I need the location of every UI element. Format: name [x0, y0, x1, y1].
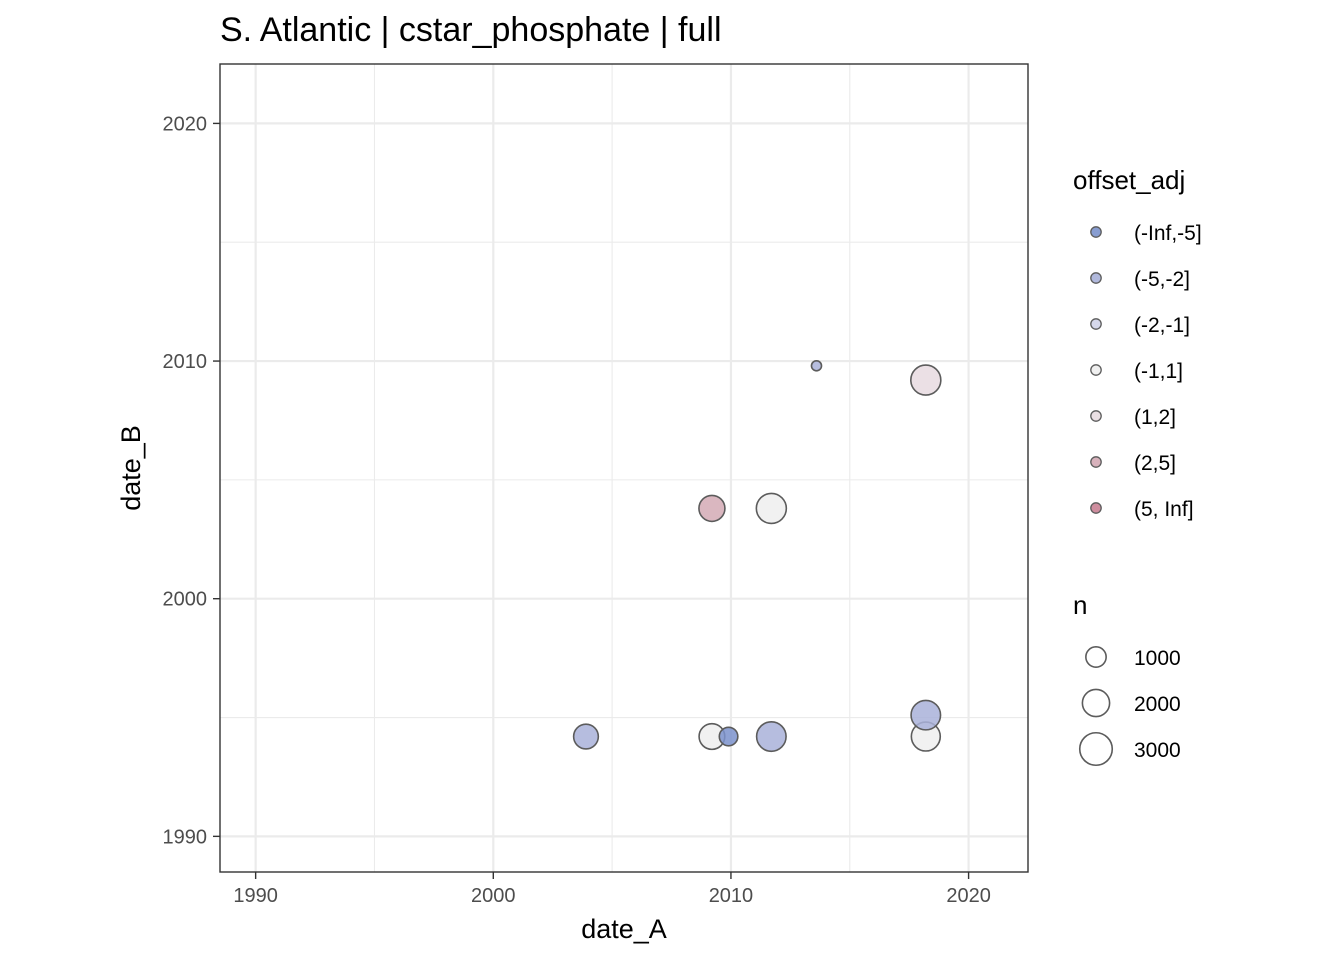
x-tick-label: 2010 [709, 885, 754, 907]
color-legend-key [1090, 502, 1102, 514]
size-legend-title: n [1073, 590, 1087, 620]
y-axis-title: date_B [116, 425, 146, 511]
size-legend-label: 1000 [1134, 647, 1181, 670]
color-legend-key [1090, 364, 1102, 376]
data-point [755, 492, 788, 525]
plot-panel [220, 64, 1028, 872]
color-legend-label: (-1,1] [1134, 360, 1183, 383]
color-legend-label: (-Inf,-5] [1134, 222, 1202, 245]
color-legend-label: (5, Inf] [1134, 498, 1194, 521]
x-tick-label: 2020 [946, 885, 991, 907]
axes: 1990 2000 2010 2020 1990 2000 2010 2020 [163, 113, 991, 907]
size-legend-label: 2000 [1134, 693, 1181, 716]
data-point [755, 721, 787, 753]
x-tick-label: 2000 [471, 885, 516, 907]
color-legend-label: (-2,-1] [1134, 314, 1190, 337]
color-legend-label: (1,2] [1134, 406, 1176, 429]
chart-title: S. Atlantic | cstar_phosphate | full [220, 11, 722, 49]
color-legend-key [1090, 272, 1102, 284]
y-tick-label: 2000 [163, 589, 208, 611]
color-legend-key [1090, 456, 1102, 468]
legend: offset_adj (-Inf,-5] (-5,-2] (-2,-1] (-1,1] (… [1073, 165, 1202, 767]
y-tick-label: 1990 [163, 826, 208, 848]
plot-border [219, 63, 1029, 873]
color-legend-key [1090, 410, 1102, 422]
y-tick-label: 2020 [163, 113, 208, 135]
size-legend-key [1081, 688, 1111, 718]
color-legend-label: (2,5] [1134, 452, 1176, 475]
data-point [910, 364, 942, 396]
x-axis-title: date_A [581, 914, 667, 944]
data-point [718, 726, 739, 747]
color-legend-key [1090, 226, 1102, 238]
data-point [910, 699, 942, 731]
x-tick-label: 1990 [233, 885, 278, 907]
data-point [810, 359, 823, 372]
size-legend-key [1078, 731, 1114, 767]
color-legend-label: (-5,-2] [1134, 268, 1190, 291]
grid-lines [220, 64, 1028, 872]
data-points [572, 359, 942, 753]
color-legend-key [1090, 318, 1102, 330]
size-legend-label: 3000 [1134, 739, 1181, 762]
data-point [698, 494, 726, 523]
data-point [572, 723, 600, 750]
color-legend-title: offset_adj [1073, 165, 1185, 195]
size-legend-key [1085, 646, 1107, 668]
y-tick-label: 2010 [163, 351, 208, 373]
